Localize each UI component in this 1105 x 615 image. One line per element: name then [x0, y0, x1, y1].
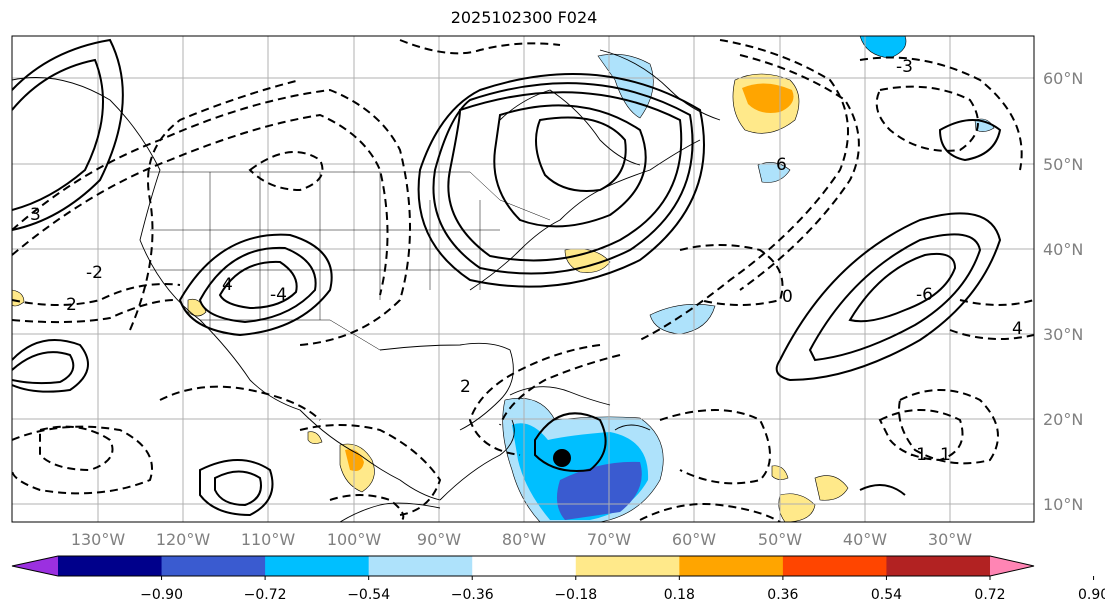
- colorbar-swatch: [58, 556, 163, 576]
- colorbar-extend-low: [12, 556, 58, 576]
- contour-label: -6: [916, 285, 933, 305]
- map-frame: [11, 35, 1035, 523]
- contour-label: -3: [896, 57, 913, 77]
- solid-contours: [12, 38, 1002, 517]
- dashed-contours: [12, 39, 1034, 522]
- lon-label-40w: 40°W: [843, 530, 887, 549]
- colorbar-tick-label: 0.54: [871, 587, 902, 603]
- colorbar-tick-label: −0.90: [140, 587, 183, 603]
- lat-label-50n: 50°N: [1043, 155, 1083, 174]
- colorbar-swatch: [575, 556, 680, 576]
- lat-label-20n: 20°N: [1043, 410, 1083, 429]
- contour-label: 2: [460, 377, 471, 397]
- colorbar-swatch: [265, 556, 370, 576]
- lon-label-70w: 70°W: [587, 530, 631, 549]
- colorbar-tick-label: 0.18: [664, 587, 695, 603]
- colorbar-swatch: [886, 556, 991, 576]
- storm-center-marker[interactable]: [553, 449, 571, 467]
- colorbar-tick-label: 0.72: [974, 587, 1005, 603]
- contour-label: 3: [30, 205, 41, 225]
- lat-label-30n: 30°N: [1043, 325, 1083, 344]
- contour-label: 1: [940, 445, 951, 465]
- lon-label-60w: 60°W: [672, 530, 716, 549]
- colorbar-swatch: [679, 556, 784, 576]
- colorbar-tick-label: 0.90: [1078, 587, 1105, 603]
- contour-label: 0: [782, 287, 793, 307]
- lat-label-60n: 60°N: [1043, 69, 1083, 88]
- contour-label: 2: [66, 295, 77, 315]
- lon-label-110w: 110°W: [241, 530, 296, 549]
- lat-label-40n: 40°N: [1043, 240, 1083, 259]
- contour-label: 4: [222, 275, 233, 295]
- lon-label-120w: 120°W: [156, 530, 211, 549]
- colorbar-tick-label: −0.72: [244, 587, 287, 603]
- contour-label: 6: [776, 155, 787, 175]
- contour-label: -2: [86, 263, 103, 283]
- map-title: 2025102300 F024: [450, 8, 598, 27]
- contour-label: -4: [270, 285, 287, 305]
- colorbar-swatch: [782, 556, 887, 576]
- lon-label-30w: 30°W: [928, 530, 972, 549]
- colorbar-outline: [11, 555, 1035, 577]
- latitude-labels: 60°N 50°N 40°N 30°N 20°N 10°N: [1043, 69, 1083, 514]
- colorbar: −0.90 −0.72 −0.54 −0.36 −0.18 0.18 0.36 0.54 0.7…: [11, 555, 1105, 603]
- colorbar-tick-label: 0.36: [767, 587, 798, 603]
- colorbar-swatch: [368, 556, 473, 576]
- longitude-labels: 130°W 120°W 110°W 100°W 90°W 80°W 70°W 6…: [71, 530, 972, 549]
- colorbar-swatch: [472, 556, 577, 576]
- contour-label: -1: [910, 445, 927, 465]
- lon-label-100w: 100°W: [327, 530, 382, 549]
- lat-label-10n: 10°N: [1043, 495, 1083, 514]
- colorbar-extend-high: [990, 556, 1034, 576]
- borders: [150, 171, 551, 351]
- contour-label: 4: [1012, 319, 1023, 339]
- colorbar-swatch: [161, 556, 266, 576]
- colorbar-tick-label: −0.18: [554, 587, 597, 603]
- lon-label-50w: 50°W: [758, 530, 802, 549]
- colorbar-tick-label: −0.36: [451, 587, 494, 603]
- lon-label-130w: 130°W: [71, 530, 126, 549]
- lon-label-80w: 80°W: [502, 530, 546, 549]
- colorbar-tick-label: −0.54: [347, 587, 390, 603]
- lon-label-90w: 90°W: [417, 530, 461, 549]
- contour-labels: 3 4 2 -2 -4 6 0 -6 -3 2 -1 1 4: [30, 57, 1023, 465]
